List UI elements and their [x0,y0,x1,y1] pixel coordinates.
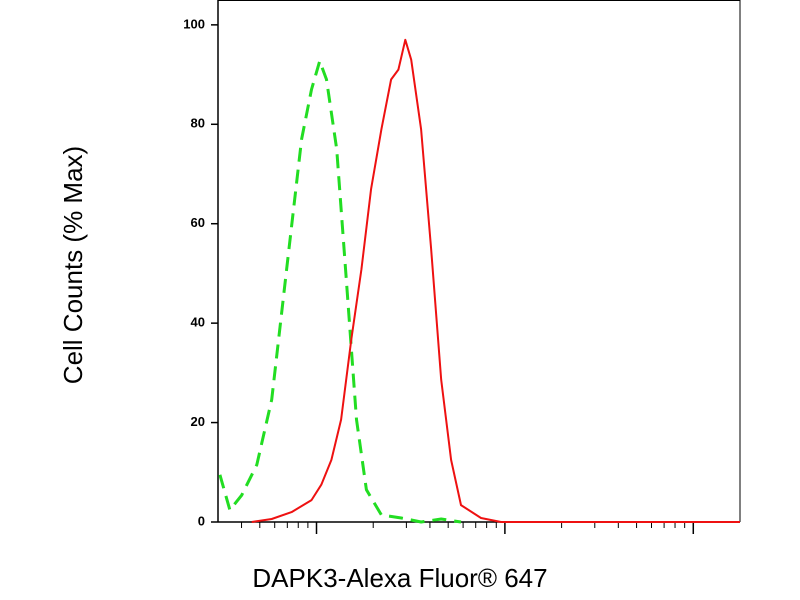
y-tick-label: 60 [191,215,205,230]
y-tick-label: 20 [191,414,205,429]
y-axis-label: Cell Counts (% Max) [58,146,88,384]
y-tick-label: 40 [191,315,205,330]
series-line [251,38,740,523]
y-tick-label: 80 [191,116,205,131]
y-tick-label: 100 [183,16,205,31]
x-axis-label: DAPK3-Alexa Fluor® 647 [252,563,547,593]
series-line [218,59,462,524]
y-tick-label: 0 [198,513,205,528]
